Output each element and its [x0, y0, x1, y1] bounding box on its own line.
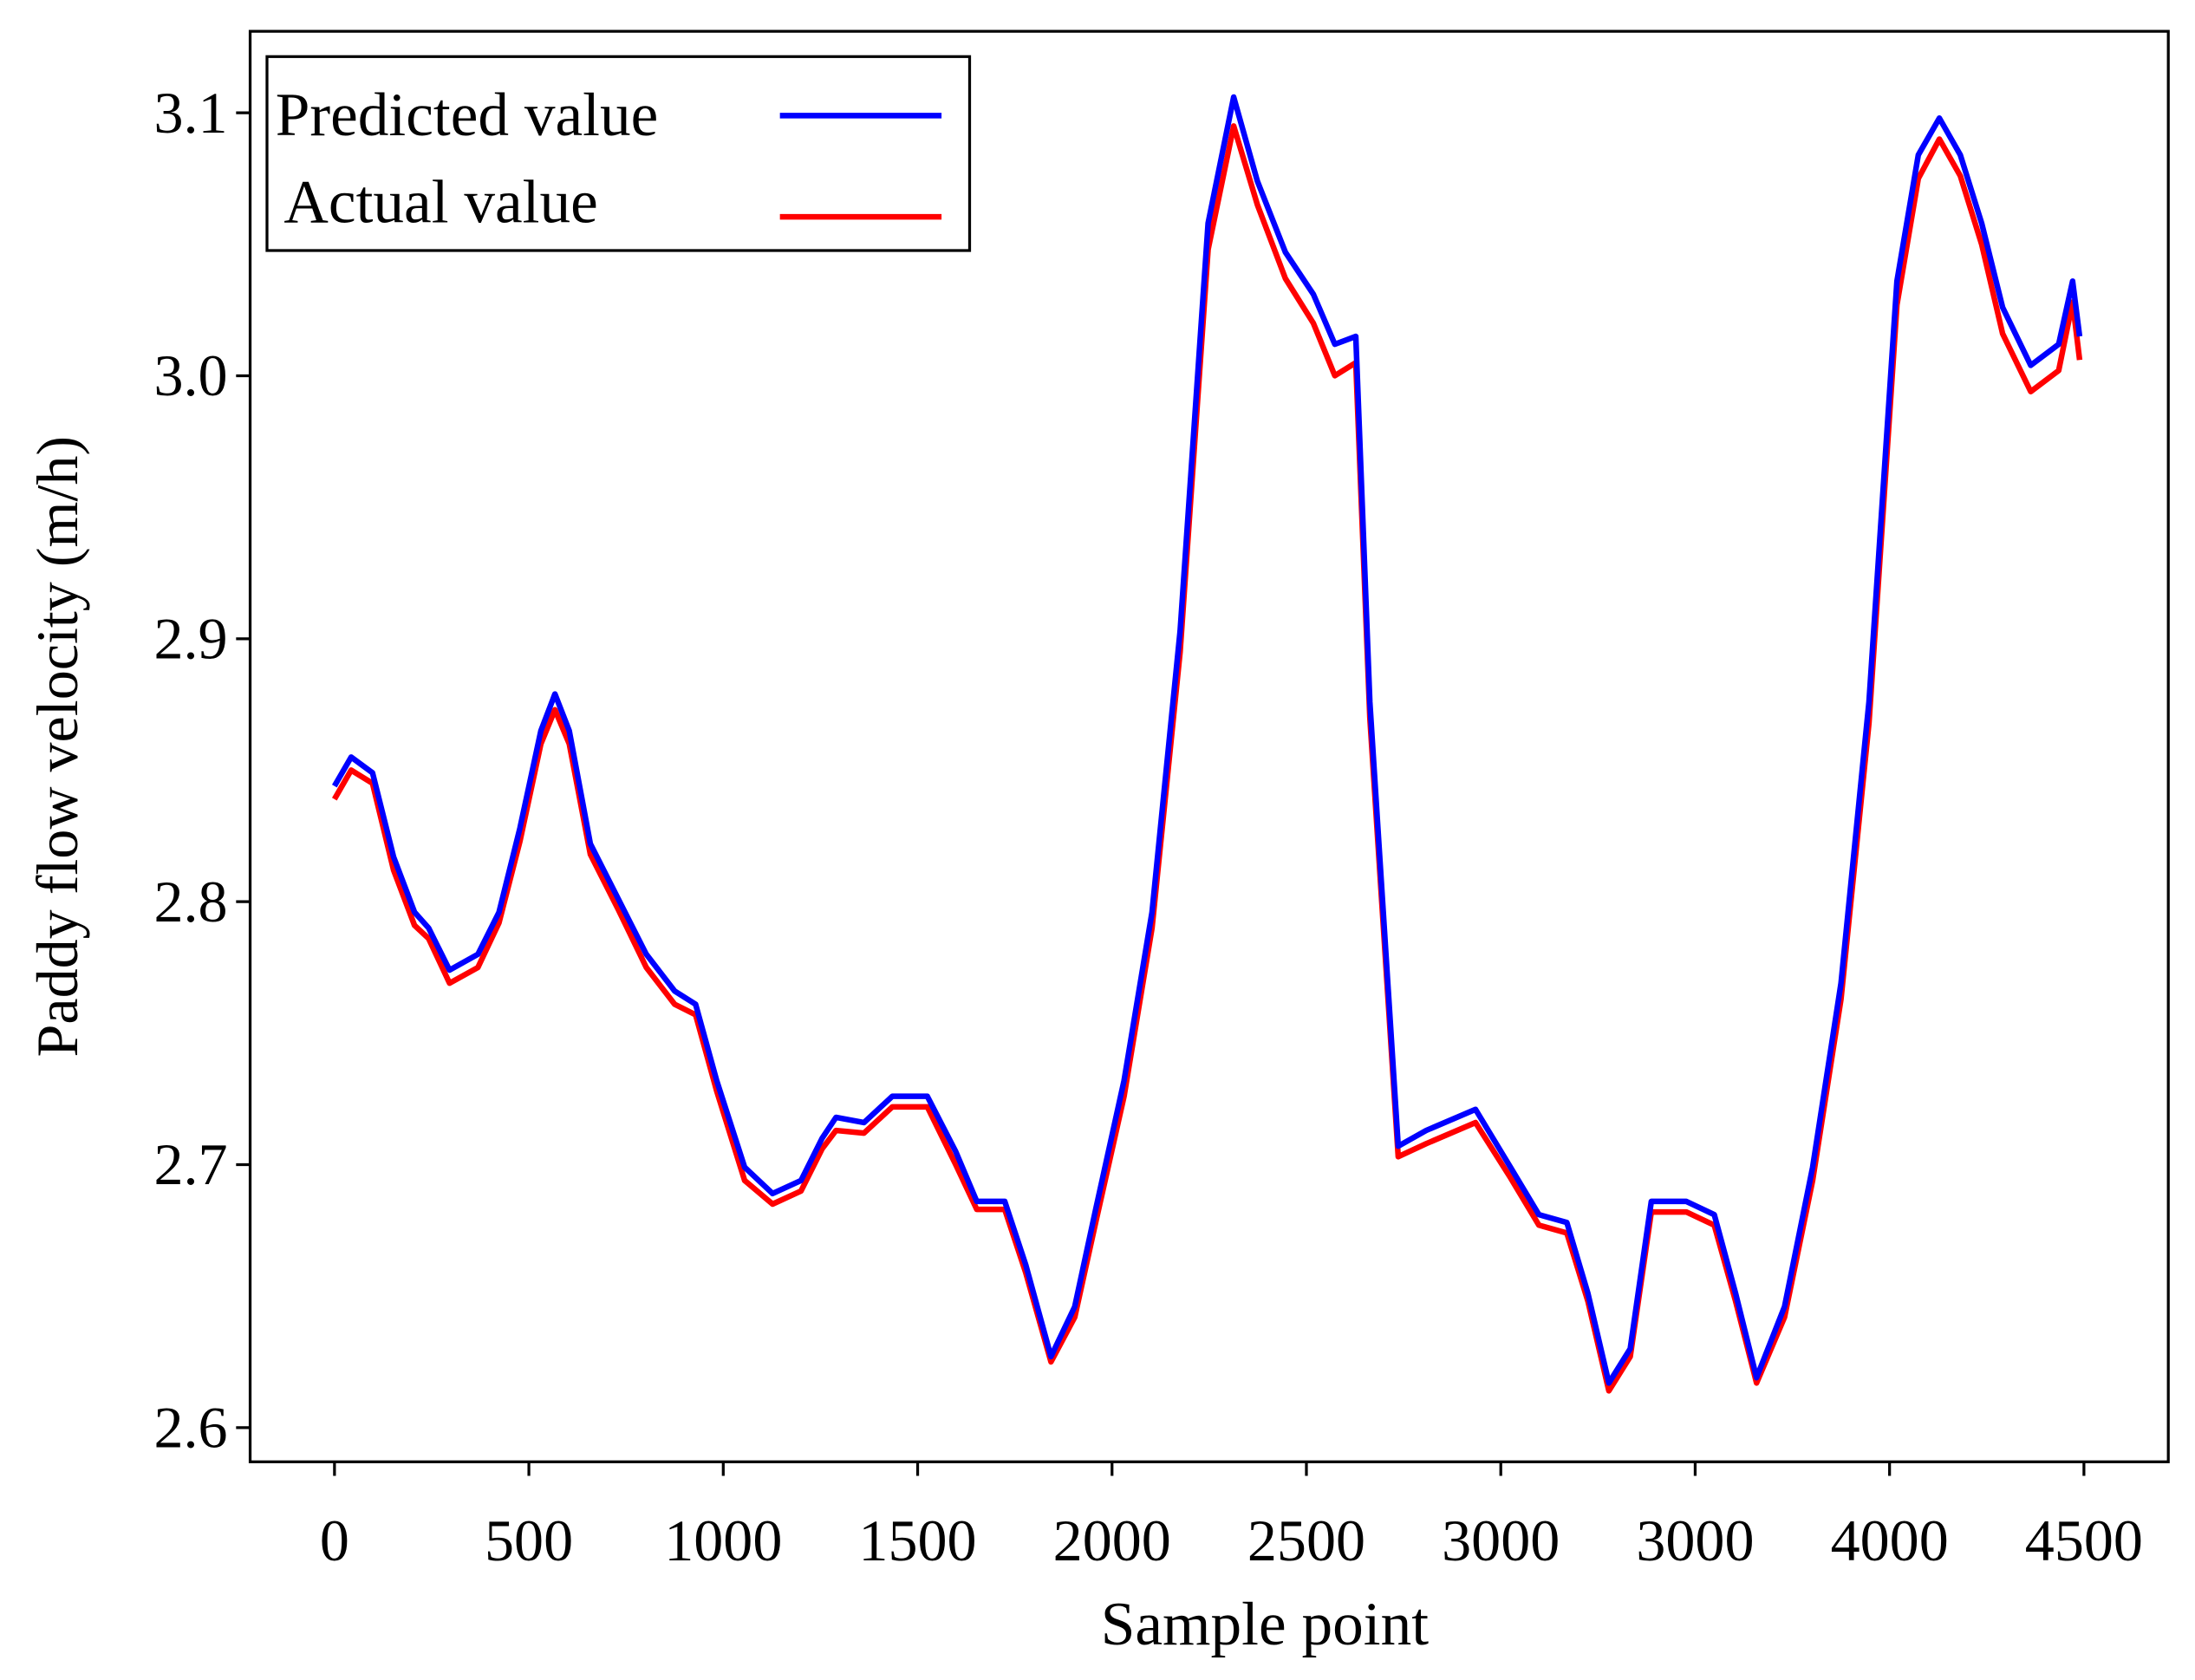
x-tick-label: 2500: [1247, 1507, 1365, 1573]
x-tick-label: 3000: [1636, 1507, 1754, 1573]
y-tick-label: 3.0: [153, 342, 227, 408]
y-tick-label: 2.8: [153, 869, 227, 934]
x-tick-label: 1000: [664, 1507, 782, 1573]
x-tick-label: 500: [485, 1507, 573, 1573]
series-line: [331, 94, 2083, 1386]
x-tick-label: 1500: [858, 1507, 976, 1573]
y-tick-label: 3.1: [153, 80, 227, 146]
y-tick-label: 2.9: [153, 606, 227, 672]
x-tick-label: 2000: [1053, 1507, 1171, 1573]
x-tick-label: 4000: [1831, 1507, 1949, 1573]
plot-frame: [248, 29, 2170, 1463]
y-tick-label: 2.7: [153, 1131, 227, 1197]
x-tick-label: 0: [320, 1507, 349, 1573]
x-tick-label: 4500: [2025, 1507, 2143, 1573]
x-tick-label: 3000: [1442, 1507, 1560, 1573]
series-line: [331, 123, 2083, 1394]
y-axis-label: Paddy flow velocity (m/h): [24, 436, 90, 1058]
legend-label: Actual value: [283, 168, 597, 237]
legend-label: Predicted value: [276, 81, 659, 149]
x-axis-label: Sample point: [1101, 1590, 1430, 1658]
y-tick-label: 2.6: [153, 1395, 227, 1461]
